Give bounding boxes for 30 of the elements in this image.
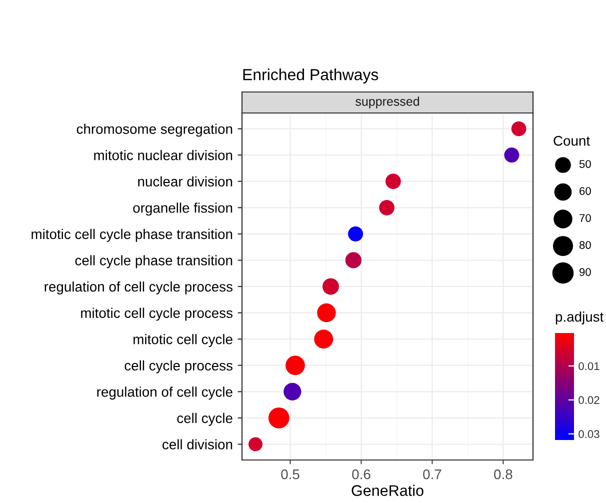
y-tick-label: cell cycle phase transition — [75, 255, 232, 268]
legend-label: 70 — [580, 214, 591, 222]
legend-label: 60 — [580, 187, 591, 195]
y-tick-label: cell cycle process — [124, 360, 232, 374]
y-tick-label: nuclear division — [138, 176, 232, 187]
y-tick-label: mitotic cell cycle phase transition — [32, 228, 232, 242]
y-tick-label: regulation of cell cycle process — [44, 281, 232, 294]
chart-title: Enriched Pathways — [243, 68, 378, 84]
x-tick-label: 0.7 — [423, 469, 442, 480]
y-tick-label: chromosome segregation — [76, 124, 232, 137]
y-tick-label: mitotic cell cycle — [134, 334, 232, 347]
y-tick-label: organelle fission — [133, 202, 232, 216]
legend-title: Count — [554, 136, 590, 146]
chart-subtitle: suppressed — [356, 96, 420, 108]
x-tick-label: 0.5 — [281, 469, 300, 480]
y-tick-label: regulation of cell cycle — [97, 386, 232, 400]
x-tick-label: 0.8 — [494, 469, 512, 480]
legend-label: 90 — [580, 268, 591, 276]
y-tick-label: cell cycle — [177, 412, 232, 426]
x-axis-title: GeneRatio — [352, 484, 424, 496]
legend-label: 50 — [579, 160, 591, 168]
color-bar-title: p.adjust — [556, 312, 604, 324]
legend-label: 80 — [579, 241, 591, 249]
y-tick-label: cell division — [162, 439, 232, 450]
y-tick-label: mitotic nuclear division — [94, 150, 232, 160]
y-tick-label: mitotic cell cycle process — [81, 308, 232, 321]
color-bar-label: 0.01 — [578, 362, 600, 370]
color-bar-label: 0.03 — [578, 430, 600, 438]
x-tick-label: 0.6 — [352, 469, 370, 480]
color-bar-label: 0.02 — [578, 396, 600, 404]
